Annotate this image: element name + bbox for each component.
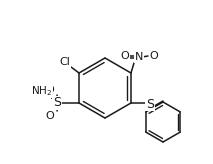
Text: O: O bbox=[46, 111, 54, 121]
Text: O: O bbox=[121, 51, 129, 61]
Text: O: O bbox=[46, 85, 54, 95]
Text: NH$_2$: NH$_2$ bbox=[32, 84, 53, 98]
Text: N: N bbox=[135, 52, 143, 62]
Text: Cl: Cl bbox=[60, 57, 71, 67]
Text: O: O bbox=[150, 51, 158, 61]
Text: S: S bbox=[53, 96, 61, 110]
Text: S: S bbox=[146, 98, 154, 111]
